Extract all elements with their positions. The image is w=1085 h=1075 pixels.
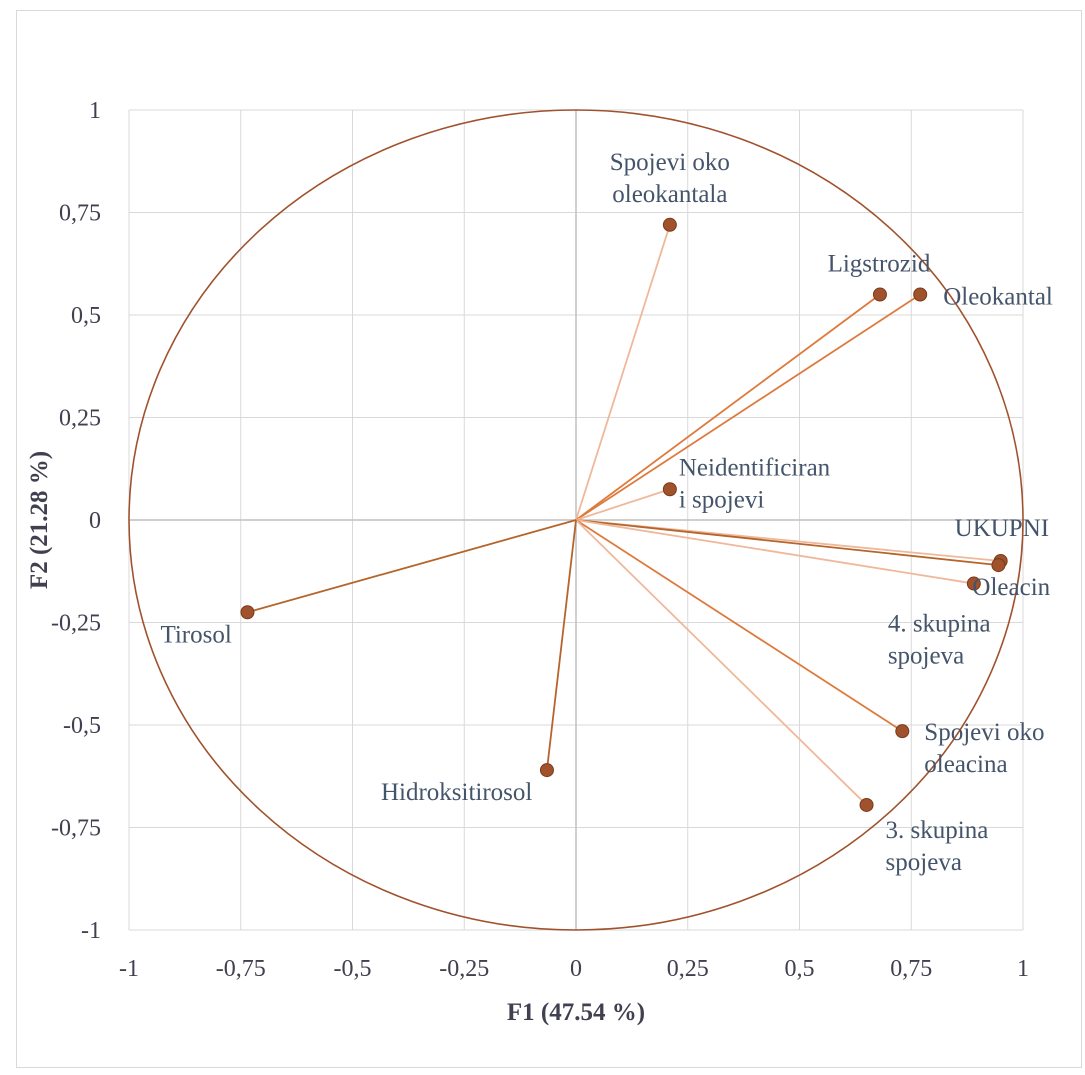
point-label-line: oleacina	[924, 751, 1007, 778]
point-label-line: spojeva	[888, 643, 964, 670]
x-tick-label: 0,25	[667, 956, 709, 982]
point-label: Oleacin	[972, 574, 1050, 601]
unit-circle-layer	[128, 109, 1024, 931]
point-label-line: Hidroksitirosol	[381, 779, 532, 806]
x-tick-label: 0	[570, 956, 582, 982]
y-tick-label: 0,25	[59, 406, 101, 432]
point-label-line: Oleacin	[972, 574, 1050, 601]
x-tick-label: 0,5	[785, 956, 815, 982]
y-axis-title: F2 (21.28 %)	[26, 451, 53, 589]
point-label-line: UKUPNI	[955, 515, 1049, 542]
vector-line	[575, 293, 881, 521]
vector-line	[546, 519, 577, 771]
y-tick-label: 0,5	[71, 303, 101, 329]
point-label: Neidentificiran i spojevi	[679, 454, 831, 513]
unit-circle	[128, 109, 1024, 931]
vector-line	[575, 519, 868, 806]
point-label: Spojevi oko oleacina	[924, 719, 1044, 778]
y-tick-label: 0	[89, 508, 101, 534]
vector-line	[575, 293, 921, 521]
point-label-line: Tirosol	[160, 621, 231, 648]
point-label-line: oleokantala	[612, 181, 727, 208]
y-tick-label: -0,75	[51, 816, 101, 842]
point-label-line: Neidentificiran	[679, 454, 831, 481]
data-point	[859, 797, 874, 812]
y-tick-label: -0,5	[63, 713, 101, 739]
point-label-line: 4. skupina	[888, 611, 991, 638]
point-label: Oleokantal	[943, 284, 1053, 311]
point-label: 3. skupina spojeva	[886, 817, 989, 876]
x-tick-label: -1	[119, 956, 139, 982]
vector-line	[575, 519, 903, 732]
data-point	[895, 724, 910, 739]
x-tick-label: -0,75	[216, 956, 266, 982]
markers	[240, 217, 1008, 812]
pca-correlation-circle-chart: -1 -0,75 -0,5 -0,25 0 0,25 0,5 0,75 1 1 0,75 0,5 0,2…	[26, 98, 1053, 1026]
vectors	[247, 224, 1001, 806]
point-labels: Spojevi oko oleokantala Ligstrozid Oleokant…	[160, 149, 1052, 876]
vector-line	[575, 519, 974, 585]
point-label-line: Ligstrozid	[828, 251, 931, 278]
data-point	[662, 482, 677, 497]
y-tick-label: -0,25	[51, 611, 101, 637]
chart-container: -1 -0,75 -0,5 -0,25 0 0,25 0,5 0,75 1 1 0,75 0,5 0,2…	[16, 10, 1082, 1068]
point-label-line: i spojevi	[679, 486, 764, 513]
data-point	[991, 558, 1006, 573]
vector-line	[575, 224, 671, 521]
point-label: Hidroksitirosol	[381, 779, 532, 806]
y-tick-label: 1	[89, 98, 101, 124]
data-point	[539, 763, 554, 778]
point-label-line: Oleokantal	[943, 284, 1053, 311]
x-tick-label: -0,5	[334, 956, 372, 982]
x-tick-label: 0,75	[890, 956, 932, 982]
x-tick-label: 1	[1017, 956, 1029, 982]
y-tick-label: 0,75	[59, 201, 101, 227]
tick-labels: -1 -0,75 -0,5 -0,25 0 0,25 0,5 0,75 1 1 0,75 0,5 0,2…	[51, 98, 1029, 982]
point-label-line: Spojevi oko	[924, 719, 1044, 746]
vector-line	[247, 519, 577, 614]
point-label-line: 3. skupina	[886, 817, 989, 844]
point-label: UKUPNI	[955, 515, 1049, 542]
data-point	[240, 605, 255, 620]
vector-line	[575, 519, 999, 566]
vector-line	[575, 488, 671, 521]
point-label: Ligstrozid	[828, 251, 931, 278]
x-tick-label: -0,25	[439, 956, 489, 982]
data-point	[966, 576, 981, 591]
point-label-line: spojeva	[886, 849, 962, 876]
point-label: 4. skupina spojeva	[888, 611, 991, 670]
data-point	[662, 217, 677, 232]
x-axis-title: F1 (47.54 %)	[507, 999, 645, 1026]
point-label: Spojevi oko oleokantala	[610, 149, 730, 208]
point-label-line: Spojevi oko	[610, 149, 730, 176]
y-tick-label: -1	[81, 918, 101, 944]
data-point	[872, 287, 887, 302]
point-label: Tirosol	[160, 621, 231, 648]
data-point	[913, 287, 928, 302]
